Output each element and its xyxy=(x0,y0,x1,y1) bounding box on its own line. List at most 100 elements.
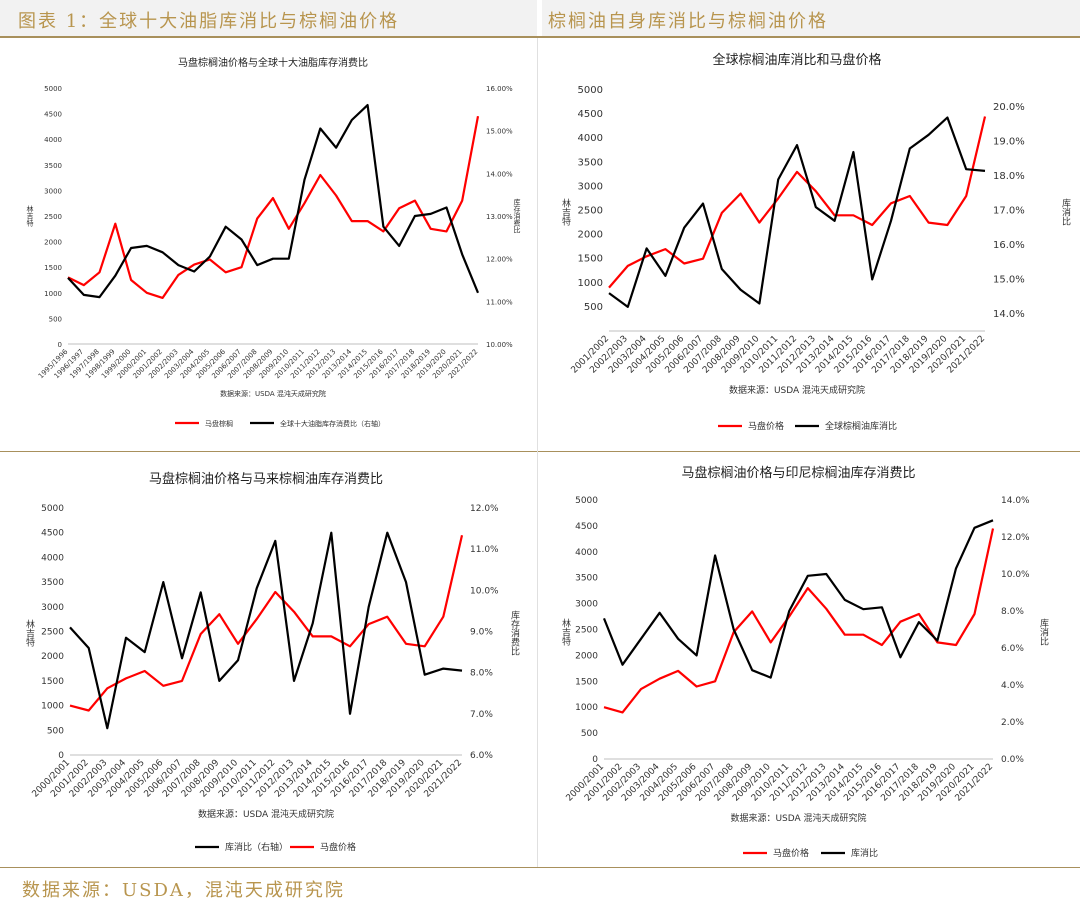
y2-tick-label: 6.0% xyxy=(470,751,493,761)
series-line-black xyxy=(67,103,480,299)
bottom-rule xyxy=(0,867,1080,868)
y-tick-label: 3000 xyxy=(41,603,64,613)
y-tick-label: 3500 xyxy=(41,578,64,588)
y2-tick-label: 14.0% xyxy=(1001,496,1030,506)
y-tick-label: 2500 xyxy=(575,626,598,636)
y2-tick-label: 6.0% xyxy=(1001,644,1024,654)
y2-tick-label: 7.0% xyxy=(470,710,493,720)
chart-source-note: 数据来源：USDA 混沌天成研究院 xyxy=(730,812,866,824)
y-tick-label: 2500 xyxy=(578,206,603,217)
y-tick-label: 1000 xyxy=(578,278,603,289)
y2-tick-label: 15.00% xyxy=(486,128,513,136)
y2-tick-label: 8.0% xyxy=(1001,607,1024,617)
y-tick-label: 3500 xyxy=(578,157,603,168)
y-tick-label: 1500 xyxy=(578,254,603,265)
y-tick-label: 0 xyxy=(592,755,598,765)
page-source: 数据来源：USDA，混沌天成研究院 xyxy=(22,880,345,901)
legend-label: 马盘棕榈 xyxy=(205,419,233,428)
y-axis-label: 林吉特 xyxy=(560,617,571,645)
chart-title: 马盘棕榈油价格与印尼棕榈油库存消费比 xyxy=(681,465,915,481)
y-tick-label: 500 xyxy=(49,315,62,323)
y-tick-label: 2000 xyxy=(44,239,62,247)
legend-label: 马盘价格 xyxy=(773,847,809,859)
y-tick-label: 500 xyxy=(584,302,603,313)
y2-tick-label: 13.00% xyxy=(486,213,513,221)
y-tick-label: 4500 xyxy=(578,109,603,120)
y2-tick-label: 14.0% xyxy=(993,309,1025,320)
chart-title: 全球棕榈油库消比和马盘价格 xyxy=(712,52,881,68)
y-tick-label: 3000 xyxy=(578,181,603,192)
y-tick-label: 1000 xyxy=(41,702,64,712)
series-line-red xyxy=(67,115,480,299)
y-tick-label: 3500 xyxy=(575,574,598,584)
y2-tick-label: 12.0% xyxy=(470,504,499,514)
legend-label: 库消比 xyxy=(851,847,878,859)
y-tick-label: 4000 xyxy=(44,136,62,144)
y2-tick-label: 10.00% xyxy=(486,341,513,349)
legend-label: 马盘价格 xyxy=(320,841,356,853)
chart-global-ten-oils: 马盘棕榈油价格与全球十大油脂库存消费比 0 500 1000 1500 2000 2500 3… xyxy=(26,56,521,428)
y2-tick-label: 10.0% xyxy=(470,586,499,596)
y2-tick-label: 9.0% xyxy=(470,628,493,638)
chart-source-note: 数据来源：USDA 混沌天成研究院 xyxy=(729,384,865,396)
series-line-black xyxy=(608,116,986,308)
y-tick-label: 0 xyxy=(58,341,62,349)
y-tick-label: 4500 xyxy=(41,529,64,539)
y2-tick-label: 18.0% xyxy=(993,171,1025,182)
y-tick-label: 3000 xyxy=(575,600,598,610)
y2-tick-label: 4.0% xyxy=(1001,681,1024,691)
y2-tick-label: 16.00% xyxy=(486,85,513,93)
series-line-red xyxy=(603,528,995,714)
y-tick-label: 2500 xyxy=(44,213,62,221)
y2-axis-label: 库消比 xyxy=(1060,197,1071,225)
y-tick-label: 500 xyxy=(47,726,64,736)
chart-indonesia-ratio: 马盘棕榈油价格与印尼棕榈油库存消费比 0 500 1000 1500 2000 2500 30… xyxy=(560,465,1049,859)
y2-axis-label: 库存消费比 xyxy=(513,198,521,235)
legend-label: 马盘价格 xyxy=(748,420,784,432)
y-tick-label: 4000 xyxy=(41,553,64,563)
y-tick-label: 5000 xyxy=(41,504,64,514)
y2-tick-label: 2.0% xyxy=(1001,718,1024,728)
right-header-title: 棕榈油自身库消比与棕榈油价格 xyxy=(548,11,828,32)
y-tick-label: 3000 xyxy=(44,187,62,195)
y2-tick-label: 19.0% xyxy=(993,137,1025,148)
left-header-band xyxy=(0,0,537,36)
y-tick-label: 1500 xyxy=(575,677,598,687)
y-tick-label: 5000 xyxy=(575,496,598,506)
chart-source-note: 数据来源：USDA 混沌天成研究院 xyxy=(220,389,326,398)
y-tick-label: 2500 xyxy=(41,628,64,638)
y2-tick-label: 20.0% xyxy=(993,102,1025,113)
legend-label: 全球十大油脂库存消费比（右轴） xyxy=(280,419,385,428)
y2-tick-label: 12.0% xyxy=(1001,533,1030,543)
y-tick-label: 2000 xyxy=(41,652,64,662)
y2-tick-label: 10.0% xyxy=(1001,570,1030,580)
series-line-red xyxy=(608,116,987,289)
y-axis-label: 林吉特 xyxy=(26,205,34,227)
y-tick-label: 5000 xyxy=(44,85,62,93)
y-tick-label: 0 xyxy=(58,751,64,761)
y-tick-label: 4500 xyxy=(575,522,598,532)
series-line-red xyxy=(69,534,464,712)
legend-label: 库消比（右轴） xyxy=(225,841,288,853)
top-rule xyxy=(0,36,1080,38)
y-tick-label: 4000 xyxy=(575,548,598,558)
left-header-title: 图表 1：全球十大油脂库消比与棕榈油价格 xyxy=(18,11,400,32)
chart-title: 马盘棕榈油价格与全球十大油脂库存消费比 xyxy=(178,56,368,69)
y-axis-label: 林吉特 xyxy=(24,618,35,646)
y2-tick-label: 17.0% xyxy=(993,206,1025,217)
y2-tick-label: 11.0% xyxy=(470,545,499,555)
y-tick-label: 2000 xyxy=(578,230,603,241)
chart-global-palm-ratio: 全球棕榈油库消比和马盘价格 500 1000 1500 2000 2500 3000 3500… xyxy=(560,52,1071,432)
chart-source-note: 数据来源：USDA 混沌天成研究院 xyxy=(198,808,334,820)
chart-malaysia-ratio: 马盘棕榈油价格与马来棕榈油库存消费比 0 500 1000 1500 2000 2500 30… xyxy=(24,471,520,853)
y-tick-label: 2000 xyxy=(575,651,598,661)
y-tick-label: 3500 xyxy=(44,162,62,170)
y2-axis-label: 库消比 xyxy=(1038,617,1049,645)
vertical-divider xyxy=(537,38,538,867)
y2-tick-label: 15.0% xyxy=(993,274,1025,285)
y2-tick-label: 12.00% xyxy=(486,256,513,264)
y2-tick-label: 16.0% xyxy=(993,240,1025,251)
middle-rule xyxy=(0,451,1080,452)
y-tick-label: 1500 xyxy=(41,677,64,687)
y-tick-label: 5000 xyxy=(578,85,603,96)
